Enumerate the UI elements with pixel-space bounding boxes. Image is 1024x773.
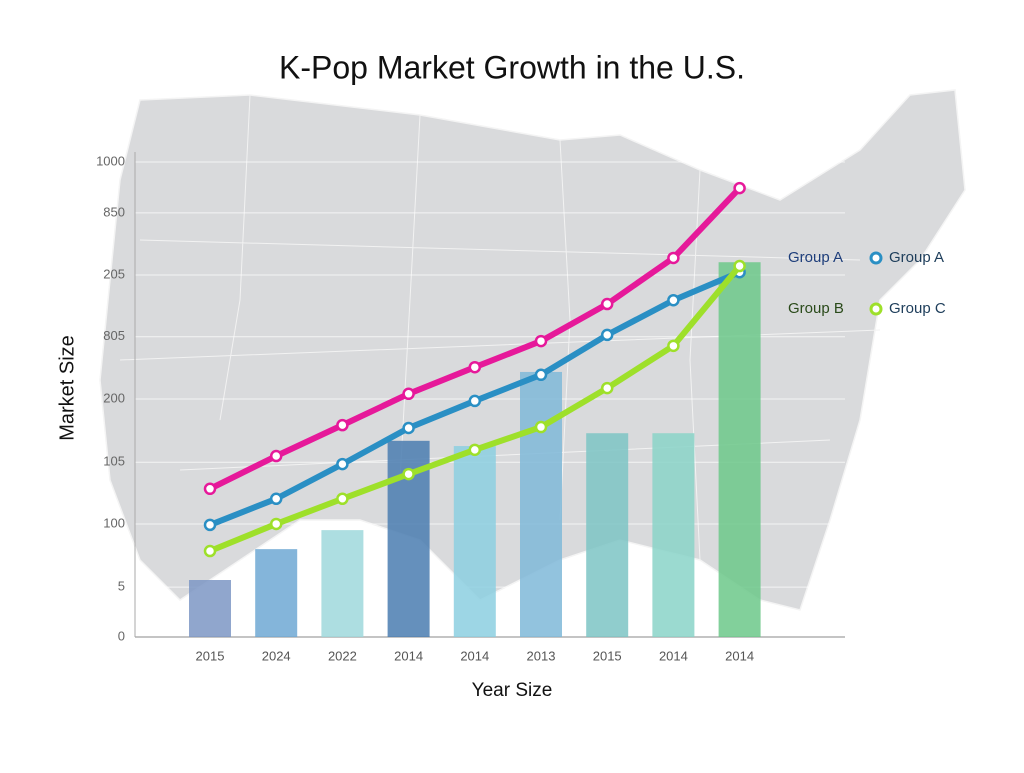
point <box>269 449 283 463</box>
x-tick-label: 2014 <box>659 648 688 663</box>
point <box>600 328 614 342</box>
y-tick-label: 5 <box>118 579 125 594</box>
y-tick-label: 850 <box>103 204 125 219</box>
bar <box>255 549 298 637</box>
x-tick-label: 2024 <box>262 648 291 663</box>
x-tick-label: 2014 <box>725 648 754 663</box>
point <box>203 544 217 558</box>
point <box>600 381 614 395</box>
legend-label: Group C <box>889 300 946 317</box>
point <box>269 492 283 506</box>
point <box>468 360 482 374</box>
x-axis-label: Year Size <box>472 680 553 701</box>
bar <box>586 433 629 637</box>
point <box>468 443 482 457</box>
point <box>534 368 548 382</box>
map-borders <box>119 94 881 561</box>
point <box>203 482 217 496</box>
bar <box>189 580 231 637</box>
y-tick-label: 205 <box>103 266 125 281</box>
annotation: Group B <box>788 300 844 317</box>
y-tick-label: 0 <box>118 628 125 643</box>
point <box>336 457 349 471</box>
point <box>534 334 548 348</box>
x-tick-label: 2014 <box>460 648 489 663</box>
point <box>600 297 614 311</box>
point <box>402 387 415 401</box>
point <box>402 467 415 481</box>
legend-label: Group A <box>889 249 944 266</box>
y-tick-label: 1000 <box>96 153 125 168</box>
chart-title: K-Pop Market Growth in the U.S. <box>279 49 745 85</box>
y-tick-label: 100 <box>103 515 125 530</box>
x-tick-label: 2013 <box>527 648 556 663</box>
point <box>336 492 349 506</box>
point <box>336 418 349 432</box>
point <box>733 181 746 195</box>
y-tick-label: 805 <box>103 328 125 343</box>
x-tick-label: 2015 <box>196 648 225 663</box>
point <box>203 518 217 532</box>
point <box>534 420 548 434</box>
y-tick-label: 200 <box>103 390 125 405</box>
y-axis-label: Market Size <box>56 335 78 441</box>
point <box>667 339 680 353</box>
x-tick-label: 2022 <box>328 648 357 663</box>
point <box>269 517 283 531</box>
bar <box>453 446 496 637</box>
legend-swatch <box>869 251 883 265</box>
point <box>667 293 680 307</box>
legend-swatch <box>869 302 883 316</box>
bar <box>520 371 562 637</box>
point <box>667 251 680 265</box>
annotation: Group A <box>788 249 843 266</box>
bar <box>652 433 695 637</box>
bar <box>718 262 761 637</box>
point <box>402 421 415 435</box>
x-tick-label: 2015 <box>593 648 622 663</box>
point <box>468 394 482 408</box>
x-tick-label: 2014 <box>394 648 423 663</box>
point <box>733 259 746 273</box>
y-tick-label: 105 <box>103 454 125 469</box>
bar <box>321 530 364 637</box>
